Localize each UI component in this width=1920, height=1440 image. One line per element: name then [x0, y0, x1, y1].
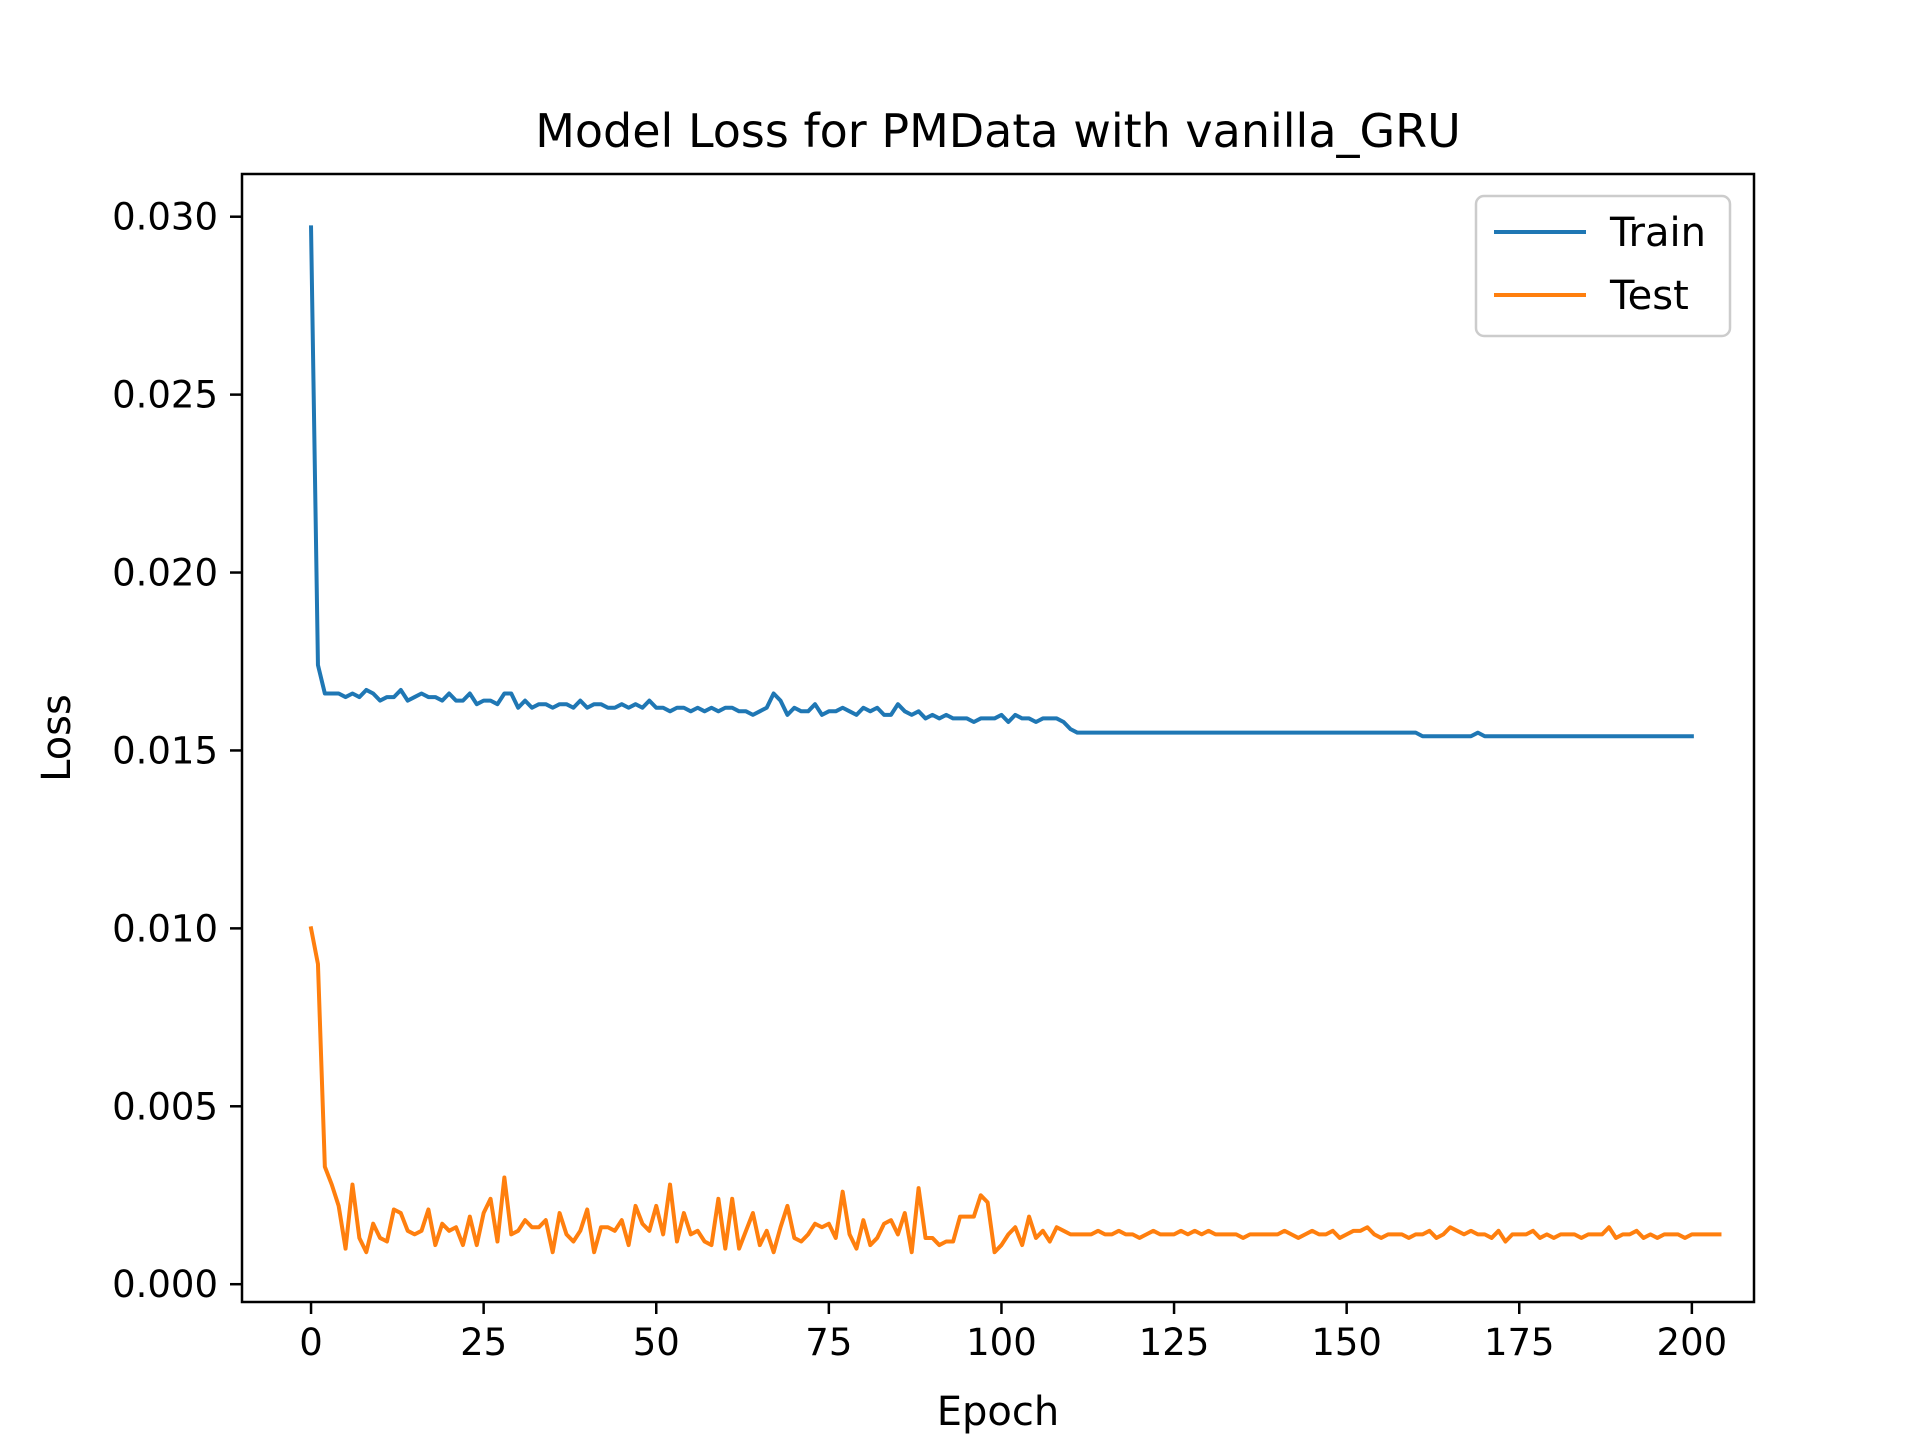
y-tick-label: 0.000	[112, 1263, 218, 1306]
legend: Train Test	[1474, 194, 1732, 338]
chart-title: Model Loss for PMData with vanilla_GRU	[535, 104, 1461, 158]
axes-frame	[240, 172, 1756, 1304]
series-line-test	[308, 926, 1722, 1255]
y-axis-label: Loss	[34, 694, 80, 782]
x-tick-label: 175	[1484, 1321, 1555, 1364]
y-axis: 0.000 0.005 0.010 0.015 0.020 0.025 0.030	[112, 196, 242, 1306]
y-tick-label: 0.020	[112, 552, 218, 595]
legend-test-label: Test	[1609, 273, 1689, 319]
x-tick-label: 125	[1139, 1321, 1210, 1364]
y-tick-label: 0.015	[112, 729, 218, 772]
x-tick-label: 150	[1311, 1321, 1382, 1364]
x-tick-label: 50	[633, 1321, 680, 1364]
x-tick-label: 100	[966, 1321, 1037, 1364]
x-axis-label: Epoch	[937, 1389, 1059, 1435]
y-tick-label: 0.030	[112, 196, 218, 239]
y-tick-label: 0.010	[112, 907, 218, 950]
x-tick-label: 200	[1657, 1321, 1728, 1364]
plot-area	[308, 225, 1722, 1255]
y-tick-label: 0.025	[112, 374, 218, 417]
legend-train-label: Train	[1609, 210, 1706, 256]
x-axis: 0 25 50 75 100 125 150 175 200	[299, 1302, 1727, 1364]
x-tick-label: 0	[299, 1321, 323, 1364]
y-tick-label: 0.005	[112, 1085, 218, 1128]
x-tick-label: 25	[460, 1321, 507, 1364]
x-tick-label: 75	[805, 1321, 852, 1364]
series-line-train	[309, 225, 1694, 739]
